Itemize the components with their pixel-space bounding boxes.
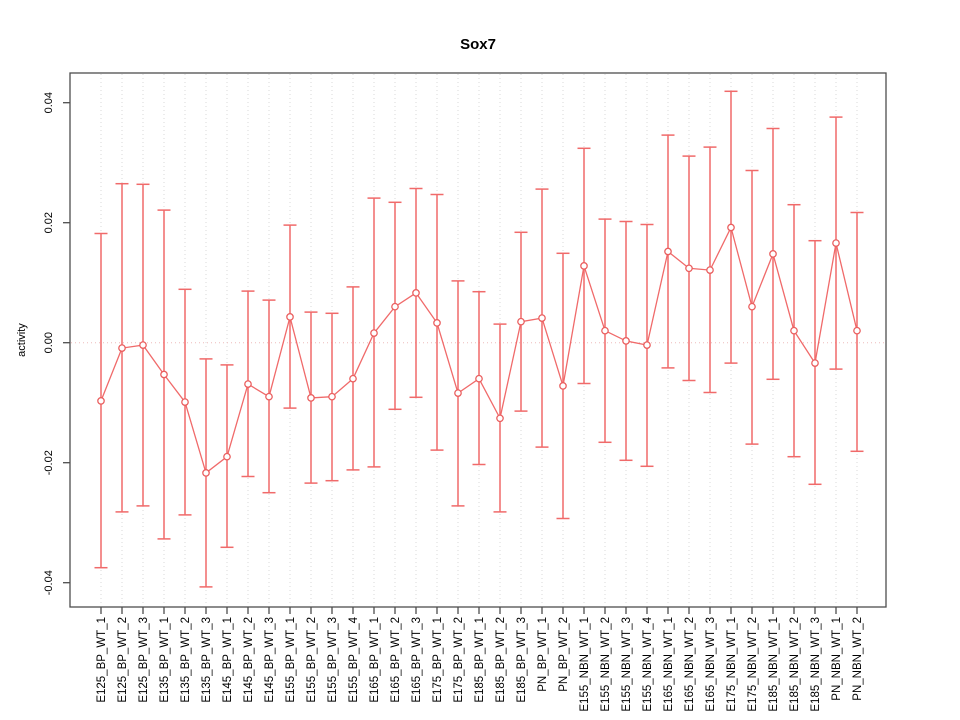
y-tick-label: 0.02 — [43, 212, 55, 233]
data-point — [790, 326, 798, 335]
x-tick-label: E135_BP_WT_1 — [159, 617, 171, 703]
data-point — [181, 398, 189, 406]
data-point — [307, 394, 315, 402]
data-point — [265, 392, 273, 401]
data-point — [853, 326, 861, 335]
y-tick-label: 0.00 — [43, 332, 55, 353]
series-layer — [94, 90, 864, 588]
y-tick-label: -0.04 — [43, 570, 55, 595]
x-tick-label: E185_BP_WT_2 — [495, 617, 507, 703]
data-point — [454, 389, 462, 397]
data-point — [685, 264, 693, 273]
x-tick-label: E165_BP_WT_3 — [411, 617, 423, 703]
data-point — [496, 414, 504, 423]
x-tick-label: E145_BP_WT_3 — [264, 617, 276, 703]
plot-border — [69, 72, 887, 608]
x-tick-label: E155_NBN_WT_4 — [642, 616, 654, 711]
data-point — [412, 289, 420, 297]
x-tick-label: E155_NBN_WT_3 — [621, 617, 633, 712]
data-point — [223, 452, 231, 461]
x-tick-label: E155_NBN_WT_2 — [600, 617, 612, 712]
data-point — [517, 317, 525, 326]
data-point — [622, 337, 630, 345]
x-tick-label: PN_NBN_WT_2 — [852, 617, 864, 701]
y-tick-label: 0.04 — [43, 92, 55, 113]
chart-title: Sox7 — [460, 36, 496, 53]
x-tick-label: E185_NBN_WT_2 — [789, 617, 801, 712]
x-tick-label: E175_BP_WT_1 — [432, 617, 444, 703]
data-point — [832, 239, 840, 247]
data-point — [349, 374, 357, 383]
data-point — [727, 223, 735, 232]
x-tick-label: E145_BP_WT_1 — [222, 617, 234, 703]
x-tick-label: E135_BP_WT_2 — [180, 617, 192, 703]
x-tick-label: E155_BP_WT_3 — [327, 617, 339, 703]
x-tick-label: E125_BP_WT_2 — [117, 617, 129, 703]
y-tick-label: -0.02 — [43, 450, 55, 475]
grid-layer — [71, 74, 885, 606]
data-point — [811, 359, 819, 367]
x-tick-label: E175_NBN_WT_1 — [726, 617, 738, 712]
data-point — [118, 344, 126, 352]
x-tick-label: E155_BP_WT_2 — [306, 617, 318, 703]
x-tick-label: E175_BP_WT_2 — [453, 617, 465, 703]
x-tick-label: E125_BP_WT_3 — [138, 617, 150, 703]
data-point — [286, 313, 294, 321]
data-point — [559, 382, 567, 390]
x-tick-label: E135_BP_WT_3 — [201, 617, 213, 703]
x-tick-label: E155_BP_WT_1 — [285, 617, 297, 703]
data-point — [244, 380, 252, 388]
x-tick-label: E165_BP_WT_1 — [369, 617, 381, 703]
data-point — [97, 397, 105, 405]
x-tick-label: E185_BP_WT_3 — [516, 617, 528, 703]
x-tick-label: E165_NBN_WT_3 — [705, 617, 717, 712]
data-point — [370, 329, 378, 337]
data-point — [706, 266, 714, 274]
x-tick-label: E155_NBN_WT_1 — [579, 617, 591, 712]
x-tick-label: E175_NBN_WT_2 — [747, 617, 759, 712]
x-tick-label: E125_BP_WT_1 — [96, 617, 108, 703]
data-point — [748, 302, 756, 311]
y-axis-label: activity — [16, 323, 28, 357]
data-point — [160, 370, 168, 379]
data-point — [580, 262, 588, 270]
x-tick-label: E185_NBN_WT_1 — [768, 617, 780, 712]
data-point — [664, 247, 672, 256]
data-point — [433, 319, 441, 327]
data-point — [202, 469, 210, 477]
x-tick-label: E165_NBN_WT_1 — [663, 617, 675, 712]
x-tick-label: E165_NBN_WT_2 — [684, 617, 696, 712]
x-tick-label: E185_NBN_WT_3 — [810, 617, 822, 712]
x-tick-label: E155_BP_WT_4 — [348, 616, 360, 702]
x-tick-label: E165_BP_WT_2 — [390, 617, 402, 703]
x-tick-label: E145_BP_WT_2 — [243, 617, 255, 703]
data-point — [391, 302, 399, 311]
data-point — [538, 314, 546, 322]
data-point — [643, 341, 651, 349]
x-tick-label: PN_BP_WT_2 — [558, 617, 570, 692]
data-point — [139, 341, 147, 349]
x-tick-label: PN_BP_WT_1 — [537, 617, 549, 692]
data-point — [601, 326, 609, 335]
axis-layer: -0.04 -0.02 0.00 0.02 0.04 E125_BP_WT_1 E125_B… — [43, 72, 887, 712]
data-point — [475, 374, 483, 383]
x-tick-label: E185_BP_WT_1 — [474, 617, 486, 703]
x-tick-label: PN_NBN_WT_1 — [831, 617, 843, 701]
data-point — [328, 392, 336, 401]
data-point — [769, 250, 777, 258]
